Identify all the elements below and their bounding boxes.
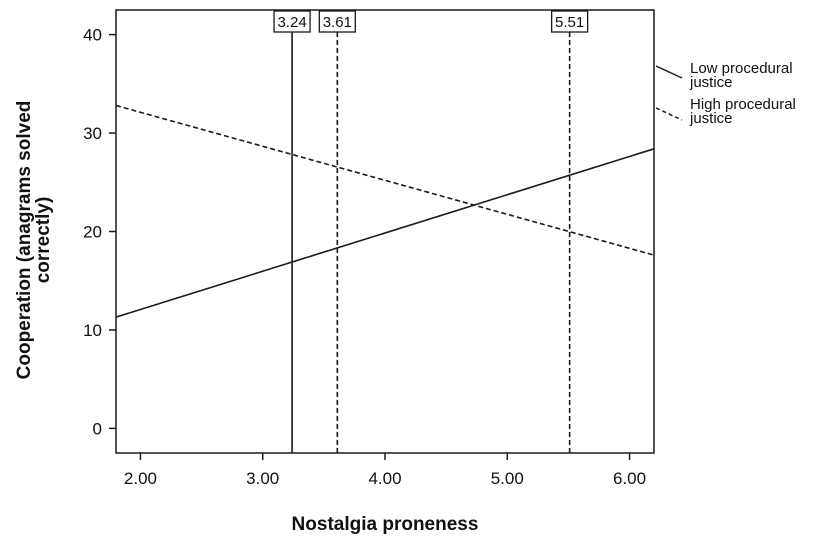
y-tick-label: 10	[83, 321, 102, 340]
reference-lines: 3.24 3.61 5.51	[273, 10, 589, 453]
reference-label-box	[318, 10, 356, 33]
x-tick-label: 6.00	[613, 469, 646, 488]
y-axis-title: Cooperation (anagrams solved correctly)	[14, 101, 54, 380]
legend-label: Low procedural	[690, 60, 793, 77]
reference-label-box	[550, 10, 589, 33]
reference-label-box	[273, 10, 311, 33]
x-tick-label: 2.00	[124, 469, 157, 488]
reference-label: 3.61	[323, 14, 352, 31]
legend-label: justice	[689, 74, 733, 91]
y-axis-title-line-2: correctly)	[33, 197, 54, 284]
plot-area	[115, 9, 655, 454]
y-tick-label: 0	[93, 419, 102, 438]
x-tick-label: 5.00	[491, 469, 524, 488]
legend-swatch	[655, 107, 683, 121]
y-tick-label: 30	[83, 124, 102, 143]
series-line	[115, 148, 655, 318]
x-axis-title: Nostalgia proneness	[292, 514, 479, 535]
x-tick-label: 3.00	[246, 469, 279, 488]
y-tick-label: 20	[83, 223, 102, 242]
reference-label: 5.51	[555, 14, 584, 31]
legend-label: High procedural	[690, 96, 796, 113]
legend-label: justice	[689, 110, 733, 127]
reference-label: 3.24	[277, 14, 306, 31]
series-lines	[115, 104, 655, 318]
series-line	[115, 104, 655, 256]
y-axis-title-line-1: Cooperation (anagrams solved	[14, 101, 35, 380]
x-tick-label: 4.00	[368, 469, 401, 488]
x-axis-ticks: 2.00 3.00 4.00 5.00 6.00	[124, 453, 646, 488]
y-axis-ticks: 0 10 20 30 40	[83, 26, 116, 438]
legend-swatch	[655, 65, 683, 79]
y-tick-label: 40	[83, 26, 102, 45]
